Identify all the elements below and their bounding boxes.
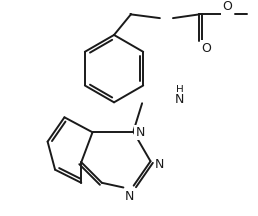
Text: O: O xyxy=(202,41,212,55)
Text: N: N xyxy=(175,93,184,106)
Text: N: N xyxy=(125,190,135,203)
Text: N: N xyxy=(155,158,165,171)
Text: H: H xyxy=(176,85,183,95)
Text: O: O xyxy=(222,0,232,13)
Text: N: N xyxy=(135,126,145,139)
